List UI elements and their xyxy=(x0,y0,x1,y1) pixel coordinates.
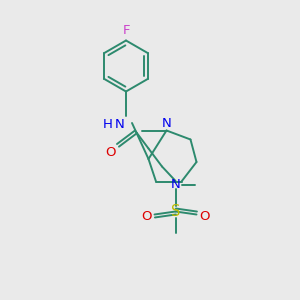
Text: H: H xyxy=(103,118,112,131)
Text: F: F xyxy=(122,24,130,38)
Text: N: N xyxy=(162,117,171,130)
Text: O: O xyxy=(105,146,115,159)
Text: O: O xyxy=(141,209,152,223)
Text: N: N xyxy=(115,118,124,131)
Text: N: N xyxy=(171,178,181,191)
Text: O: O xyxy=(200,209,210,223)
Text: S: S xyxy=(171,204,180,219)
